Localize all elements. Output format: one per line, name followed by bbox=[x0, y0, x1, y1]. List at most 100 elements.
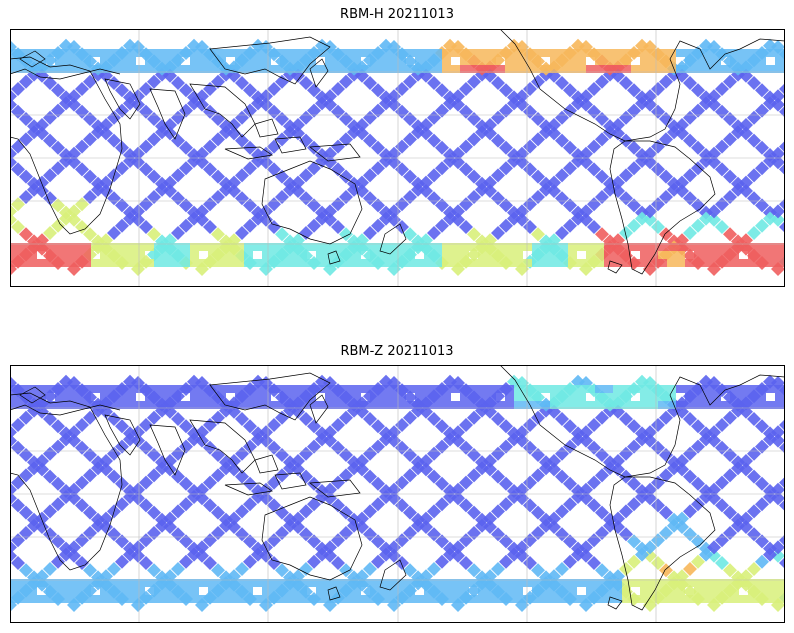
swath-cell bbox=[771, 491, 785, 506]
swath-cell bbox=[347, 119, 361, 134]
polar-band-cell bbox=[82, 587, 91, 595]
polar-band-cell bbox=[559, 57, 568, 65]
polar-band-cell bbox=[109, 385, 118, 393]
swath-cell bbox=[395, 556, 409, 570]
polar-band-cell bbox=[442, 595, 451, 603]
polar-band-cell bbox=[667, 385, 676, 393]
polar-band-cell bbox=[370, 595, 379, 603]
polar-band-cell bbox=[523, 65, 532, 73]
polar-band-cell bbox=[712, 385, 721, 393]
swath-cell bbox=[643, 548, 657, 563]
polar-band-cell bbox=[352, 243, 361, 251]
polar-band-cell bbox=[280, 243, 289, 251]
polar-band-cell bbox=[757, 251, 766, 259]
polar-band-cell bbox=[55, 251, 64, 259]
polar-band-cell bbox=[712, 243, 721, 251]
swath-cell bbox=[331, 82, 345, 96]
polar-band-cell bbox=[379, 65, 388, 73]
polar-band-cell bbox=[586, 251, 595, 259]
polar-band-cell bbox=[730, 57, 739, 65]
polar-band-cell bbox=[19, 385, 28, 393]
swath-cell bbox=[651, 139, 665, 154]
polar-band-cell bbox=[469, 57, 478, 65]
swath-cell bbox=[299, 527, 313, 542]
swath-cell bbox=[619, 562, 633, 576]
swath-cell bbox=[235, 469, 249, 484]
polar-band-cell bbox=[352, 595, 361, 603]
polar-band-cell bbox=[271, 587, 280, 595]
polar-band-cell bbox=[217, 65, 226, 73]
polar-band-cell bbox=[208, 243, 217, 251]
swath-cell bbox=[43, 412, 57, 426]
polar-band-cell bbox=[343, 587, 352, 595]
polar-band-cell bbox=[55, 579, 64, 587]
polar-band-cell bbox=[172, 401, 181, 409]
polar-band-cell bbox=[235, 385, 244, 393]
swath-cell bbox=[595, 169, 609, 184]
swath-cell bbox=[51, 140, 65, 155]
polar-band-cell bbox=[721, 401, 730, 409]
swath-cell bbox=[467, 563, 481, 578]
polar-band-cell bbox=[433, 243, 442, 251]
polar-band-cell bbox=[532, 385, 541, 393]
polar-band-cell bbox=[334, 401, 343, 409]
polar-band-cell bbox=[307, 401, 316, 409]
polar-band-cell bbox=[766, 243, 775, 251]
swath-cell bbox=[219, 518, 233, 533]
swath-cell bbox=[515, 482, 529, 497]
polar-band-cell bbox=[244, 579, 253, 587]
swath-cell bbox=[563, 419, 577, 434]
swath-cell bbox=[147, 448, 161, 462]
swath-cell bbox=[219, 119, 233, 134]
polar-band-cell bbox=[460, 587, 469, 595]
polar-band-cell bbox=[343, 251, 352, 259]
polar-band-cell bbox=[703, 251, 712, 259]
swath-cell bbox=[43, 226, 57, 240]
polar-band-cell bbox=[559, 385, 568, 393]
polar-band-cell bbox=[433, 385, 442, 393]
polar-band-cell bbox=[208, 385, 217, 393]
polar-band-cell bbox=[415, 595, 424, 603]
polar-band-cell bbox=[217, 243, 226, 251]
polar-band-cell bbox=[352, 587, 361, 595]
swath-cell bbox=[403, 112, 417, 126]
swath-cell bbox=[179, 198, 193, 213]
swath-cell bbox=[691, 554, 705, 569]
polar-band-cell bbox=[235, 595, 244, 603]
swath-cell bbox=[451, 491, 465, 506]
swath-cell bbox=[307, 103, 321, 118]
polar-band-cell bbox=[487, 385, 496, 393]
polar-band-cell bbox=[136, 65, 145, 73]
swath-cell bbox=[707, 155, 721, 170]
swath-cell bbox=[587, 220, 601, 234]
swath-cell bbox=[147, 112, 161, 126]
polar-band-cell bbox=[667, 49, 676, 57]
polar-band-cell bbox=[10, 587, 19, 595]
polar-band-cell bbox=[244, 587, 253, 595]
swath-cell bbox=[123, 426, 137, 441]
polar-band-cell bbox=[586, 243, 595, 251]
polar-band-cell bbox=[730, 401, 739, 409]
polar-band-cell bbox=[64, 49, 73, 57]
polar-band-cell bbox=[451, 251, 460, 259]
swath-cell bbox=[395, 139, 409, 154]
swath-cell bbox=[339, 448, 353, 462]
polar-band-cell bbox=[730, 393, 739, 401]
polar-band-cell bbox=[685, 49, 694, 57]
polar-band-cell bbox=[127, 57, 136, 65]
swath-cell bbox=[419, 462, 433, 477]
polar-band-cell bbox=[433, 49, 442, 57]
polar-band-cell bbox=[685, 385, 694, 393]
polar-band-cell bbox=[307, 385, 316, 393]
swath-cell bbox=[515, 146, 529, 161]
swath-cell bbox=[275, 526, 289, 540]
swath-cell bbox=[611, 175, 625, 190]
polar-band-cell bbox=[388, 393, 397, 401]
swath-cell bbox=[339, 74, 353, 89]
swath-cell bbox=[443, 547, 457, 562]
polar-band-cell bbox=[514, 595, 523, 603]
swath-cell bbox=[659, 410, 673, 425]
polar-band-cell bbox=[280, 393, 289, 401]
swath-cell bbox=[147, 169, 161, 184]
polar-band-cell bbox=[622, 587, 631, 595]
